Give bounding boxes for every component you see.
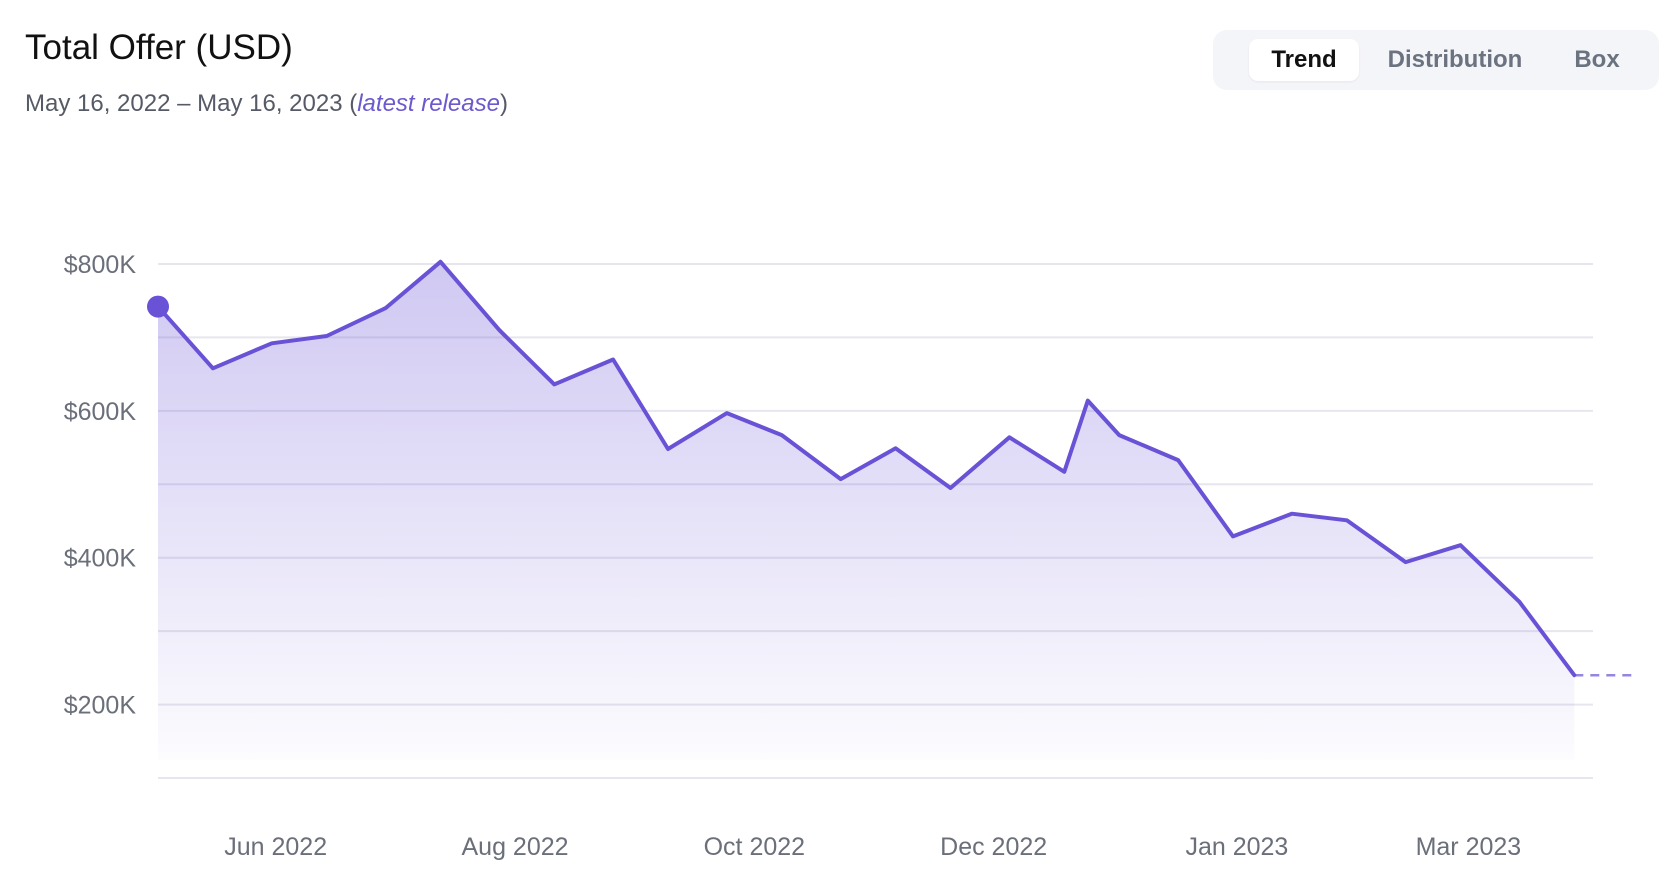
date-range: May 16, 2022 – May 16, 2023 — [25, 90, 343, 117]
y-tick-label: $200K — [64, 692, 137, 720]
tab-box[interactable]: Box — [1574, 46, 1620, 73]
x-tick-label: Aug 2022 — [461, 833, 568, 861]
x-axis: Jun 2022 Aug 2022 Oct 2022 Dec 2022 Jan 2023… — [224, 833, 1521, 861]
y-axis: $200K $400K $600K $800K — [64, 251, 137, 720]
x-tick-label: Jun 2022 — [224, 833, 327, 861]
x-tick-label: Oct 2022 — [704, 833, 805, 861]
latest-release-link[interactable]: latest release — [357, 90, 500, 117]
start-point-marker[interactable] — [147, 295, 169, 318]
tab-trend[interactable]: Trend — [1249, 39, 1359, 81]
x-tick-label: Dec 2022 — [940, 833, 1047, 861]
x-tick-label: Mar 2023 — [1416, 833, 1522, 861]
series-points — [147, 295, 169, 318]
series-line — [156, 259, 1577, 678]
y-tick-label: $800K — [64, 251, 137, 279]
paren-open: ( — [349, 90, 358, 117]
paren-close: ) — [499, 90, 508, 117]
tab-distribution[interactable]: Distribution — [1387, 46, 1523, 73]
y-tick-label: $600K — [64, 398, 137, 426]
y-tick-label: $400K — [64, 545, 137, 573]
series-area — [158, 261, 1575, 760]
view-toggle: Trend Distribution Box — [1213, 30, 1659, 90]
chart-title: Total Offer (USD) — [25, 28, 293, 67]
x-tick-label: Jan 2023 — [1185, 833, 1288, 861]
chart-subtitle: May 16, 2022 – May 16, 2023 (latest rele… — [25, 90, 508, 118]
